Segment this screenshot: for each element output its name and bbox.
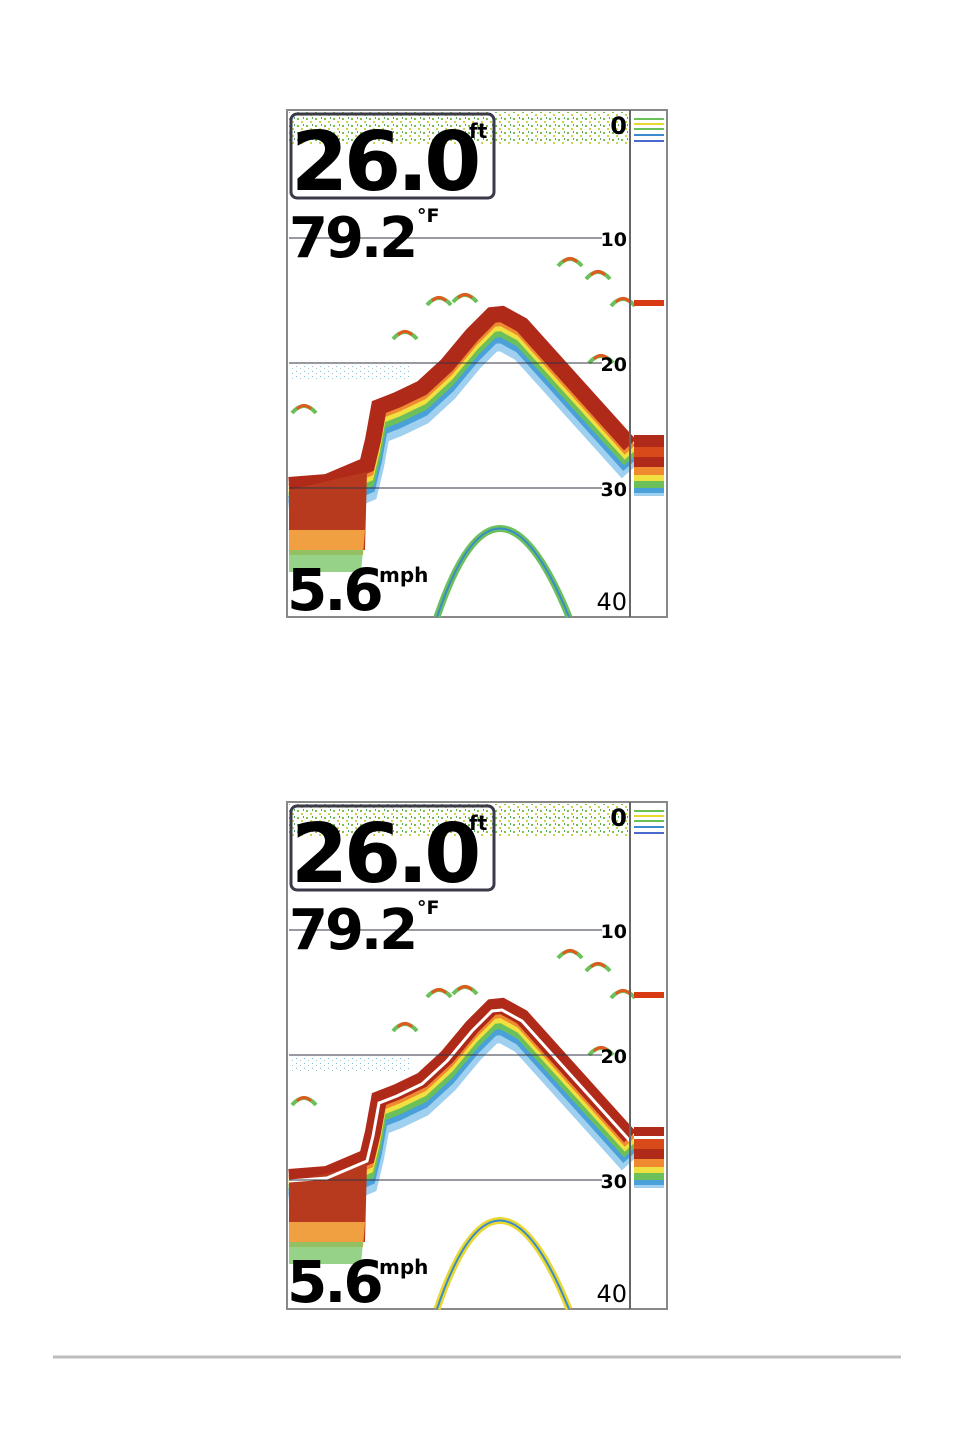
bottom-return — [288, 305, 636, 493]
colorbar-line — [634, 140, 664, 142]
colorbar-line — [634, 134, 664, 136]
temperature-value: 79.2 — [289, 206, 415, 271]
fish-arch-core — [295, 404, 313, 411]
bottom-fill — [289, 550, 363, 572]
colorbar-line — [634, 820, 664, 822]
temperature-unit: °F — [417, 897, 439, 919]
colorbar-band — [634, 1180, 664, 1185]
structure-arch-edge — [436, 527, 570, 618]
fish-arch-core — [295, 1096, 313, 1103]
fish-arch-core — [592, 1046, 610, 1053]
colorbar-band — [634, 1173, 664, 1180]
fish-arch-core — [589, 270, 607, 277]
fish-arch-core — [561, 949, 579, 956]
colorbar-band — [634, 447, 664, 457]
colorbar-band — [634, 467, 664, 475]
depth-value: 26.0 — [291, 115, 478, 210]
colorbar-fish — [634, 300, 664, 306]
colorbar-line — [634, 123, 664, 125]
thermocline — [289, 1057, 409, 1071]
fish-arch-core — [396, 1022, 414, 1029]
depth-scale-label: 0 — [610, 112, 627, 140]
colorbar-band — [634, 488, 664, 493]
temperature-value: 79.2 — [289, 898, 415, 963]
fish-arch-core — [614, 297, 632, 304]
colorbar-line — [634, 832, 664, 834]
fish-arch-core — [614, 989, 632, 996]
colorbar-band — [634, 1149, 664, 1159]
colorbar-white — [634, 1136, 664, 1139]
temperature-unit: °F — [417, 205, 439, 227]
fish-arch-core — [456, 293, 474, 300]
fish-arch-core — [430, 296, 448, 303]
depth-scale-label: 0 — [610, 804, 627, 832]
colorbar-band — [634, 493, 664, 496]
white-line — [288, 1008, 632, 1183]
depth-scale-label: 10 — [601, 921, 627, 943]
colorbar-band — [634, 1159, 664, 1167]
speed-value: 5.6 — [287, 1248, 381, 1316]
fish-arch-core — [592, 354, 610, 361]
depth-box — [289, 804, 496, 892]
bottom-fill — [289, 530, 365, 555]
depth-scale-label: 20 — [601, 1046, 627, 1068]
colorbar-band — [634, 435, 664, 447]
colorbar-line — [634, 118, 664, 120]
structure-arch-edge — [436, 1219, 570, 1310]
thermocline — [289, 365, 409, 379]
colorbar-line — [634, 815, 664, 817]
depth-scale-label: 40 — [596, 588, 627, 616]
fish-arch-core — [456, 985, 474, 992]
depth-scale-label: 30 — [601, 479, 627, 501]
colorbar-line — [634, 810, 664, 812]
surface-clutter — [289, 112, 629, 144]
depth-box — [289, 112, 496, 200]
depth-scale-label: 40 — [596, 1280, 627, 1308]
fish-arch-core — [396, 330, 414, 337]
colorbar-fish — [634, 992, 664, 998]
fish-arch-core — [589, 962, 607, 969]
speed-value: 5.6 — [287, 556, 381, 624]
bottom-fill — [289, 1242, 363, 1264]
fish-arch-core — [561, 257, 579, 264]
colorbar-band — [634, 1185, 664, 1188]
depth-unit: ft — [469, 119, 488, 143]
colorbar-band — [634, 1139, 664, 1149]
speed-unit: mph — [379, 563, 428, 587]
bottom-fill — [289, 1222, 365, 1247]
depth-scale-label: 10 — [601, 229, 627, 251]
depth-scale-label: 30 — [601, 1171, 627, 1193]
fish-arch-core — [430, 988, 448, 995]
colorbar-band — [634, 475, 664, 481]
surface-clutter — [289, 804, 629, 836]
colorbar-band — [634, 457, 664, 467]
depth-value: 26.0 — [291, 807, 478, 902]
colorbar-band — [634, 481, 664, 488]
depth-unit: ft — [469, 811, 488, 835]
colorbar-line — [634, 128, 664, 130]
colorbar-line — [634, 826, 664, 828]
colorbar-band — [634, 1167, 664, 1173]
speed-unit: mph — [379, 1255, 428, 1279]
depth-scale-label: 20 — [601, 354, 627, 376]
